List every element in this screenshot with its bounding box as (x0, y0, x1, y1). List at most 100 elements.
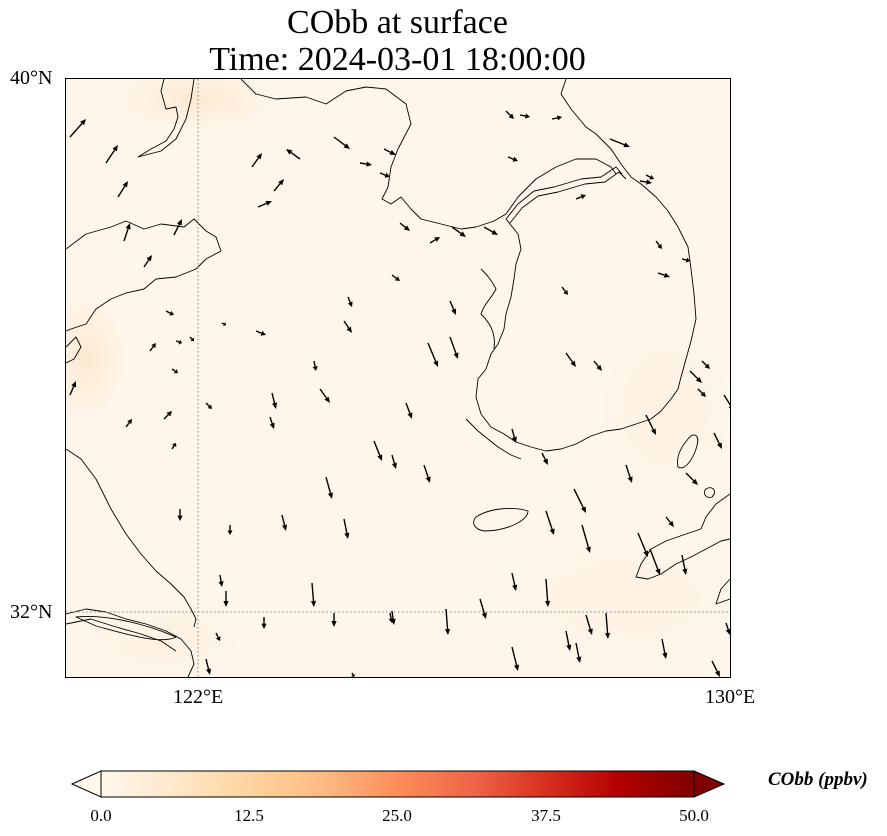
wind-arrow (347, 296, 353, 307)
wind-arrow (444, 608, 451, 635)
coastline-japan (703, 487, 715, 498)
wind-arrow (173, 219, 182, 236)
wind-arrow (175, 339, 182, 345)
wind-arrow (390, 610, 396, 625)
wind-arrow (171, 368, 178, 374)
lat-label-32n: 32°N (10, 601, 53, 623)
wind-arrow (681, 257, 690, 263)
wind-arrow (451, 226, 466, 237)
wind-arrow (483, 226, 498, 235)
wind-arrow (205, 402, 212, 409)
wind-arrow (171, 443, 177, 450)
wind-arrow (350, 672, 356, 677)
coastline-china (66, 448, 197, 628)
lat-label-40n: 40°N (10, 67, 53, 89)
coastline-bohai (137, 79, 195, 158)
coastline-liaodong (240, 79, 617, 230)
map-panel (65, 78, 731, 678)
colorbar-extend-max (693, 770, 726, 798)
map-time: Time: 2024-03-01 18:00:00 (209, 41, 586, 78)
wind-arrow (505, 110, 514, 119)
wind-arrow (343, 518, 350, 539)
coastline-china (66, 218, 222, 332)
colorbar-extend-min (70, 770, 102, 798)
wind-arrow (359, 161, 372, 167)
wind-arrow (511, 428, 517, 443)
wind-arrow (319, 388, 330, 403)
wind-arrow (565, 630, 572, 651)
wind-arrow (449, 300, 457, 315)
wind-arrow (665, 516, 674, 527)
wind-arrow (645, 414, 656, 435)
wind-arrow (149, 343, 156, 352)
wind-arrow (657, 272, 670, 278)
wind-arrow (373, 440, 383, 461)
wind-arrow (604, 612, 611, 639)
wind-arrow (423, 464, 431, 483)
wind-arrow (391, 454, 397, 469)
wind-arrow (227, 525, 233, 535)
wind-arrow (399, 222, 410, 231)
wind-arrow (519, 113, 530, 119)
korea-border (505, 166, 623, 220)
coastline-china-yangtze (66, 618, 177, 652)
colorbar-tick-label: 0.0 (90, 806, 112, 825)
wind-arrow (449, 336, 459, 359)
field-haze (66, 299, 126, 419)
wind-arrow (215, 632, 221, 641)
wind-arrow (69, 119, 86, 138)
wind-arrows (69, 110, 730, 677)
coastline-japan (715, 578, 730, 605)
wind-arrow (661, 638, 668, 659)
wind-arrow (123, 223, 131, 242)
wind-arrow (251, 153, 262, 168)
wind-arrow (551, 115, 562, 121)
field-haze (86, 599, 246, 677)
wind-arrow (255, 330, 266, 336)
coastline-bohai (137, 79, 179, 158)
wind-arrow (205, 658, 212, 675)
colorbar-tick-label: 50.0 (679, 806, 709, 825)
wind-arrow (593, 360, 602, 371)
wind-arrow (269, 416, 275, 429)
wind-arrow (331, 613, 337, 627)
wind-arrow (117, 181, 128, 198)
wind-arrow (655, 240, 662, 249)
wind-arrow (713, 432, 722, 449)
wind-arrow (325, 476, 333, 499)
wind-arrow (379, 172, 390, 178)
wind-arrow (575, 642, 582, 663)
wind-arrow (218, 574, 224, 587)
wind-arrow (575, 194, 586, 200)
wind-arrow (725, 622, 730, 635)
map-title: CObb at surface (287, 4, 508, 41)
wind-arrow (701, 360, 710, 369)
coastline-jeju (473, 508, 529, 532)
field-haze (116, 79, 276, 129)
wind-arrow (312, 360, 318, 371)
wind-arrow (544, 578, 551, 607)
colorbar-gradient (100, 770, 695, 798)
wind-arrow (310, 582, 317, 607)
wind-arrow (609, 138, 630, 148)
field-haze (506, 539, 730, 659)
wind-arrow (223, 591, 229, 607)
colorbar (70, 770, 726, 798)
wind-arrow (697, 388, 706, 397)
wind-arrow (545, 510, 555, 535)
korea-border (509, 171, 627, 224)
wind-arrow (637, 532, 649, 557)
wind-arrow (429, 237, 440, 244)
wind-arrow (257, 200, 272, 208)
wind-arrow (645, 174, 654, 180)
wind-arrow (221, 321, 226, 327)
wind-arrow (581, 524, 591, 553)
wind-arrow (565, 352, 576, 367)
wind-arrow (105, 145, 118, 164)
coastline-tsushima (677, 434, 699, 469)
coastline-korea (475, 79, 697, 452)
colorbar-tick-label: 25.0 (382, 806, 412, 825)
wind-arrow (271, 392, 278, 409)
wind-arrow (625, 464, 633, 483)
colorbar-tick-label: 12.5 (234, 806, 264, 825)
